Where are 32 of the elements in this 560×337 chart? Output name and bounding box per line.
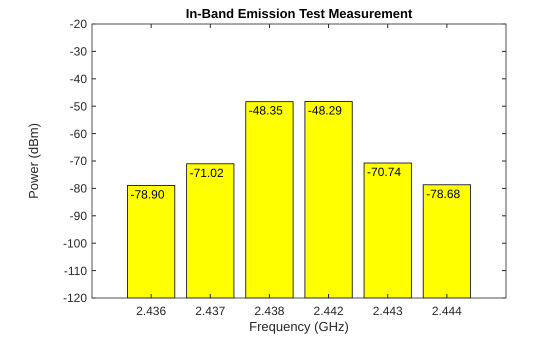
- y-tick-label: -100: [62, 236, 88, 250]
- y-tick-label: -30: [70, 44, 88, 59]
- bar: [245, 101, 294, 298]
- bar: [304, 101, 353, 298]
- bar: [186, 163, 234, 298]
- y-tick-label: -20: [70, 17, 88, 32]
- x-tick-label: 2.442: [314, 304, 344, 318]
- bar: [127, 184, 176, 298]
- y-tick-label: -110: [64, 264, 88, 278]
- y-tick-label: -120: [62, 291, 88, 306]
- x-tick-label: 2.443: [372, 304, 404, 318]
- y-tick-label: -90: [70, 209, 88, 223]
- y-tick-label: -50: [70, 99, 88, 114]
- data-label: -71.02: [190, 166, 224, 180]
- x-axis-title: Frequency (GHz): [249, 319, 349, 334]
- data-label: -78.90: [130, 187, 165, 202]
- x-tick-label: 2.438: [254, 304, 285, 318]
- data-label: -48.29: [308, 104, 342, 118]
- y-tick-label: -40: [70, 72, 88, 86]
- chart-title: In-Band Emission Test Measurement: [186, 6, 413, 21]
- bar: [422, 184, 471, 298]
- bar: [364, 162, 412, 298]
- data-label: -78.68: [426, 186, 461, 201]
- data-label: -70.74: [367, 165, 402, 180]
- y-axis-title: Power (dBm): [26, 123, 41, 199]
- y-tick-label: -70: [70, 154, 88, 168]
- x-tick-label: 2.436: [136, 304, 166, 318]
- x-tick-label: 2.444: [432, 304, 462, 318]
- x-tick-label: 2.437: [195, 304, 226, 318]
- y-tick-label: -60: [70, 126, 88, 141]
- data-label: -48.35: [248, 104, 284, 118]
- y-tick-label: -80: [70, 182, 88, 196]
